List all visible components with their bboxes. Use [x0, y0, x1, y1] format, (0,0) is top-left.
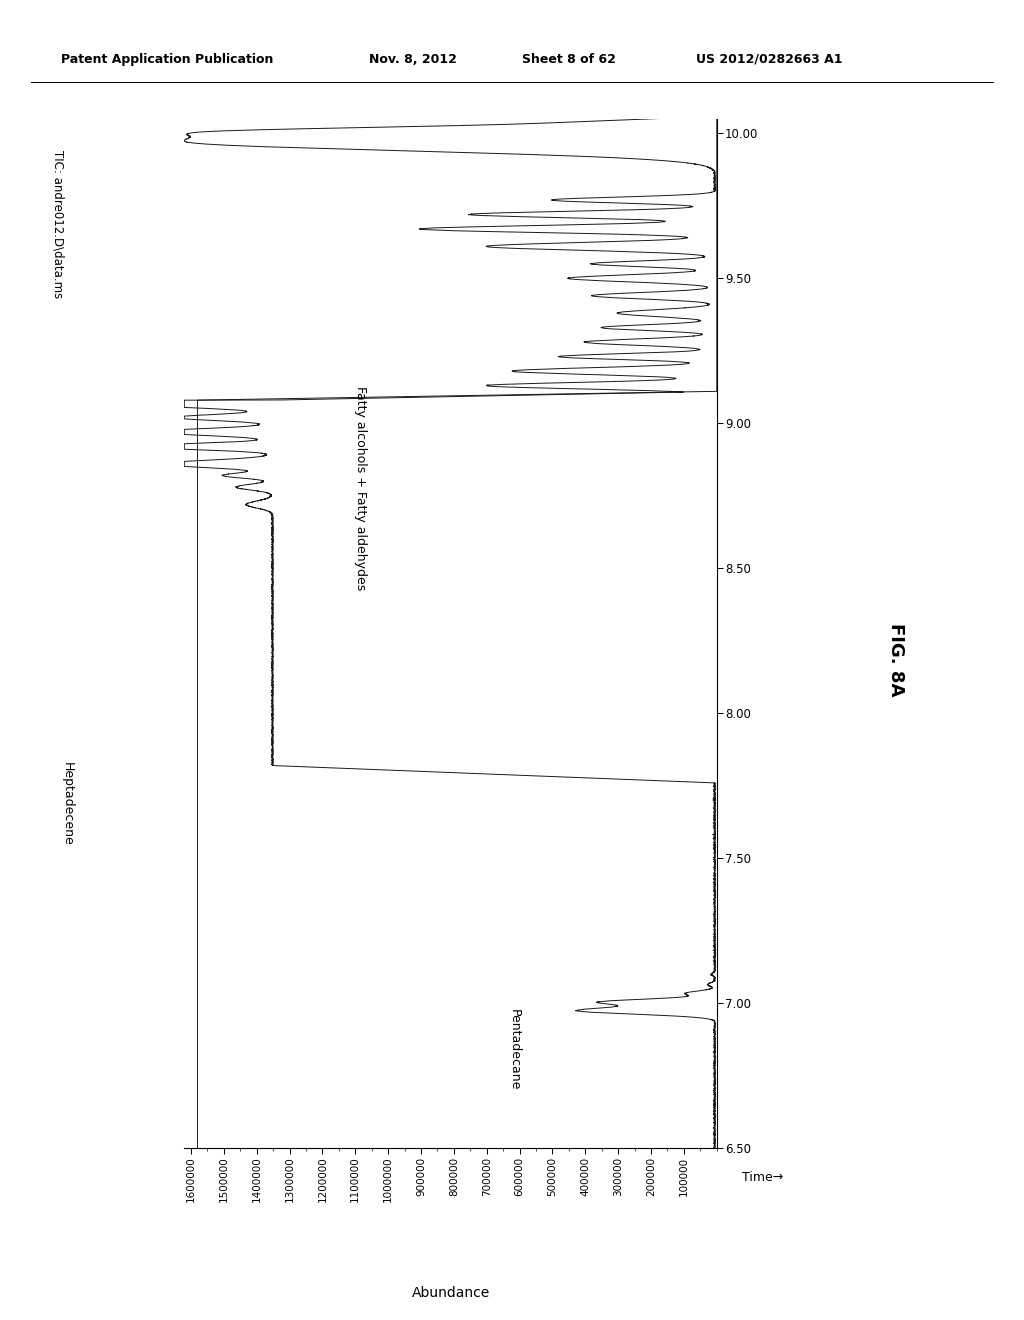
Text: Pentadecane: Pentadecane: [508, 1010, 521, 1090]
Text: TIC: andre012.D\data.ms: TIC: andre012.D\data.ms: [51, 149, 65, 298]
Text: Time→: Time→: [742, 1171, 783, 1184]
Text: US 2012/0282663 A1: US 2012/0282663 A1: [696, 53, 843, 66]
Text: Heptadecene: Heptadecene: [60, 762, 74, 846]
Text: Nov. 8, 2012: Nov. 8, 2012: [369, 53, 457, 66]
Text: Patent Application Publication: Patent Application Publication: [61, 53, 273, 66]
Text: FIG. 8A: FIG. 8A: [887, 623, 905, 697]
Text: Fatty alcohols + Fatty aldehydes: Fatty alcohols + Fatty aldehydes: [353, 387, 367, 591]
X-axis label: Abundance: Abundance: [412, 1286, 489, 1300]
Text: Sheet 8 of 62: Sheet 8 of 62: [522, 53, 616, 66]
